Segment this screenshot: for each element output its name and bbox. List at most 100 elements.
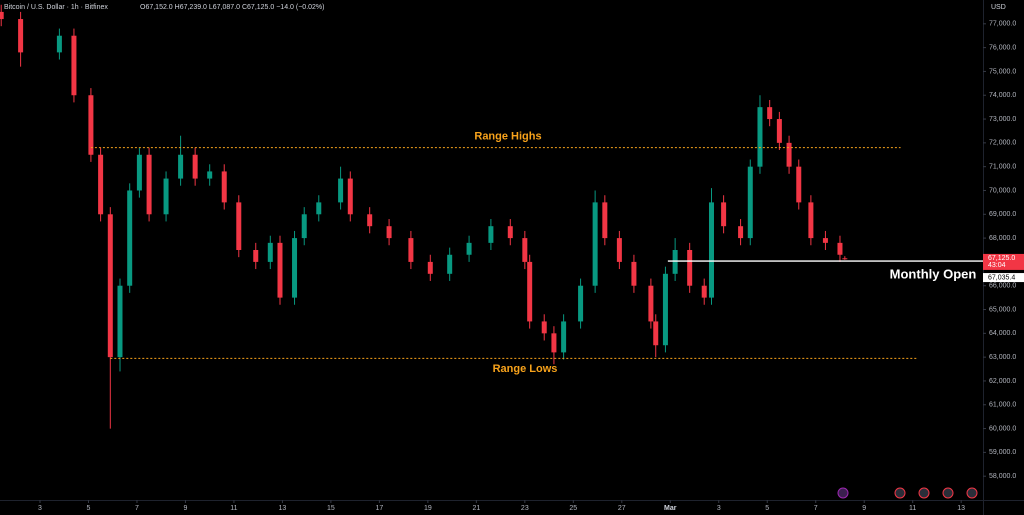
x-tick-label: 17 [375,505,383,512]
candle-body [786,142,792,167]
x-tick-label: 7 [135,505,139,512]
y-tick-label: 60,000.0 [989,425,1016,432]
candle-body [842,258,848,260]
x-tick-label: 3 [717,505,721,512]
y-tick-label: 59,000.0 [989,449,1016,456]
candle-body [507,226,513,239]
candle-body [527,261,533,322]
candle-body [447,254,453,274]
x-tick-label: 15 [327,505,335,512]
candle-body [56,35,62,53]
candle-body [408,238,414,262]
x-tick-label: Mar [664,505,677,512]
x-tick-label: 9 [862,505,866,512]
candle-body [386,226,392,239]
candle-body [648,285,654,322]
y-tick-label: 65,000.0 [989,306,1016,313]
candle-body [757,107,763,167]
candle-body [427,261,433,274]
candle-body [631,261,637,286]
y-tick-label: 70,000.0 [989,187,1016,194]
y-tick-label: 64,000.0 [989,330,1016,337]
candle-body [178,154,184,179]
candle-body [88,95,94,155]
candle-body [551,333,557,353]
y-tick-label: 72,000.0 [989,140,1016,147]
candle-body [117,285,123,358]
candle-body [767,107,773,120]
y-tick-label: 63,000.0 [989,354,1016,361]
y-tick-label: 68,000.0 [989,235,1016,242]
event-icon[interactable] [942,487,954,499]
candle-body [808,202,814,239]
y-tick-label: 77,000.0 [989,21,1016,28]
event-icon[interactable] [966,487,978,499]
y-tick-label: 69,000.0 [989,211,1016,218]
y-tick-label: 76,000.0 [989,44,1016,51]
candle-body [488,226,494,243]
x-tick-label: 27 [618,505,626,512]
candle-body [776,119,782,143]
candle-body [738,226,744,239]
candle-body [301,214,307,239]
x-tick-label: 19 [424,505,432,512]
candle-body [18,19,24,53]
candle-body [672,250,678,274]
candle-body [592,202,598,286]
x-tick-label: 7 [814,505,818,512]
candle-body [71,35,77,96]
event-icon[interactable] [837,487,849,499]
y-tick-label: 58,000.0 [989,473,1016,480]
candle-body [541,321,547,334]
event-icon[interactable] [894,487,906,499]
candle-body [253,250,259,262]
candle-body [98,154,104,215]
candle-body [136,154,142,191]
candle-body [292,238,298,298]
candle-body [522,238,528,262]
candle-body [578,285,584,322]
last-price-tag [983,253,1024,270]
candle-body [192,154,198,179]
candle-body [708,202,714,298]
candle-body [236,202,242,250]
candle-body [687,250,693,286]
level-label: Monthly Open [890,266,977,281]
y-tick-label: 66,000.0 [989,283,1016,290]
candle-body [0,11,4,20]
x-tick-label: 11 [909,505,916,512]
price-tag-label: 67,035.4 [988,274,1015,281]
candle-body [207,171,213,179]
level-label: Range Highs [474,131,541,143]
event-icon[interactable] [918,487,930,499]
candle-body [127,190,133,286]
x-tick-label: 9 [183,505,187,512]
event-icons[interactable] [837,487,978,499]
candle-body [466,242,472,255]
x-tick-label: 25 [569,505,577,512]
ohlc: O67,152.0 H67,239.0 L67,087.0 C67,125.0 … [140,4,324,11]
symbol: Bitcoin / U.S. Dollar · 1h · Bitfinex [4,4,108,11]
candle-body [277,242,283,298]
candle-body [602,202,608,239]
candle-body [561,321,567,353]
x-tick-label: 5 [87,505,91,512]
y-tick-label: 73,000.0 [989,116,1016,123]
candle-body [146,154,152,215]
candle-body [822,238,828,243]
x-tick-label: 11 [230,505,237,512]
candle-body [107,214,113,358]
candle-body [701,285,707,298]
currency: USD [991,4,1006,11]
x-tick-label: 13 [957,505,965,512]
x-tick-label: 5 [765,505,769,512]
price-tag [983,273,1024,283]
candle-body [616,238,622,262]
level-label: Range Lows [493,363,558,375]
x-tick-label: 3 [38,505,42,512]
candle-body [796,166,802,203]
candle-body [267,242,273,262]
